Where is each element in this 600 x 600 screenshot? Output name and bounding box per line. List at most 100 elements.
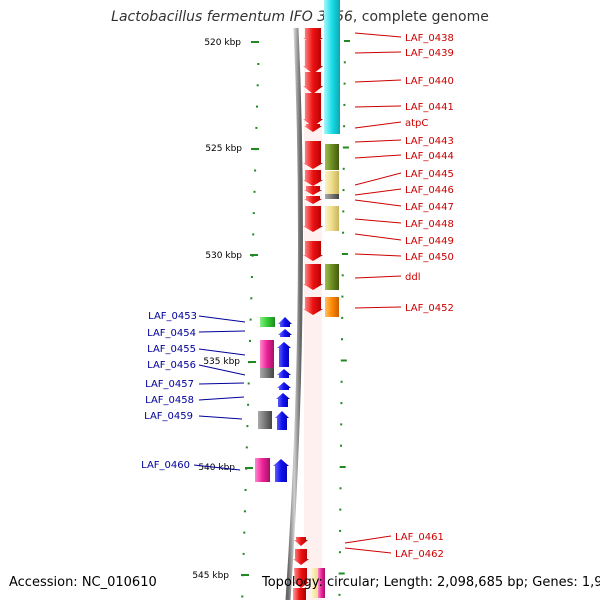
gene-label[interactable]: ddl — [405, 272, 420, 283]
scale-tick-minor — [339, 487, 342, 490]
scale-label-525: 525 kbp — [205, 144, 242, 154]
scale-tick-major — [248, 361, 256, 363]
gene-label[interactable]: LAF_0454 — [147, 328, 196, 339]
cds-arrow-laf-0443[interactable] — [303, 141, 323, 169]
cds-arrow-laf-0459[interactable] — [275, 411, 289, 430]
topology-label: Topology: circular; Length: 2,098,685 bp… — [262, 575, 600, 590]
cog-reverse-track — [255, 317, 275, 482]
scale-tick-minor — [339, 508, 342, 511]
gene-label[interactable]: LAF_0460 — [141, 460, 190, 471]
cds-arrow-laf-0439[interactable] — [303, 40, 323, 74]
cds-arrow-ddl[interactable] — [303, 264, 323, 290]
scale-tick-minor — [340, 359, 347, 362]
cds-arrow-laf-0446[interactable] — [304, 196, 322, 204]
cds-arrow-laf-0444[interactable] — [303, 170, 323, 186]
gene-label[interactable]: LAF_0456 — [147, 360, 196, 371]
scale-tick-minor — [341, 316, 344, 319]
cds-arrow-bottom-2[interactable] — [293, 588, 306, 600]
cds-arrow-laf-0461[interactable] — [294, 537, 308, 546]
scale-tick-minor — [341, 295, 344, 298]
cog-block-olive-2 — [325, 264, 339, 290]
cds-arrow-laf-0445[interactable] — [304, 186, 322, 195]
gene-label[interactable]: LAF_0457 — [145, 379, 194, 390]
cds-arrow-bottom-1[interactable] — [293, 568, 309, 588]
scale-tick-minor — [243, 531, 246, 534]
scale-tick-minor — [241, 595, 244, 598]
scale-tick-minor — [339, 529, 342, 532]
cog-block-khaki-1 — [325, 171, 339, 194]
scale-label-535: 535 kbp — [203, 357, 240, 367]
scale-tick-minor — [257, 63, 260, 65]
genome-backbone — [285, 27, 303, 600]
gene-label[interactable]: LAF_0455 — [147, 344, 196, 355]
gene-label[interactable]: LAF_0450 — [405, 252, 454, 263]
scale-tick-minor — [251, 254, 254, 257]
cds-arrow-laf-0462[interactable] — [293, 549, 309, 565]
scale-tick-major — [251, 41, 259, 43]
scale-label-530: 530 kbp — [205, 251, 242, 261]
cds-arrow-laf-0455[interactable] — [277, 342, 291, 367]
right-gene-labels: LAF_0438 LAF_0439 LAF_0440 LAF_0441 atpC… — [395, 33, 454, 560]
cds-arrow-laf-0440[interactable] — [303, 72, 323, 94]
gene-label[interactable]: LAF_0452 — [405, 303, 454, 314]
scale-tick-minor — [253, 190, 256, 193]
cds-arrow-atpc[interactable] — [304, 124, 322, 132]
cog-block-magenta-3 — [318, 568, 325, 598]
cog-block-cyan — [324, 0, 340, 134]
gene-label[interactable]: LAF_0448 — [405, 219, 454, 230]
scale-tick-minor — [256, 84, 259, 87]
left-label-connectors — [193, 315, 246, 471]
gene-label[interactable]: LAF_0446 — [405, 185, 454, 196]
cds-arrow-laf-0460[interactable] — [273, 459, 289, 482]
gene-label[interactable]: LAF_0445 — [405, 169, 454, 180]
gene-label[interactable]: LAF_0453 — [148, 311, 197, 322]
scale-tick-minor — [340, 444, 342, 447]
gene-label[interactable]: LAF_0440 — [405, 76, 454, 87]
scale-tick-minor — [342, 189, 345, 192]
gene-label[interactable]: atpC — [405, 118, 428, 129]
scale-tick-minor — [250, 276, 253, 278]
cds-arrow-laf-0457[interactable] — [277, 382, 291, 390]
cds-arrow-laf-0452[interactable] — [303, 297, 323, 315]
gene-label[interactable]: LAF_0462 — [395, 549, 444, 560]
cds-arrow-laf-0441[interactable] — [303, 93, 323, 127]
cds-arrow-laf-0456[interactable] — [277, 369, 291, 378]
scale-tick-minor — [340, 423, 343, 426]
gene-label[interactable]: LAF_0459 — [144, 411, 193, 422]
scale-tick-minor — [338, 551, 341, 554]
cog-block-green — [260, 317, 275, 327]
cog-block-olive-1 — [325, 144, 339, 170]
gene-label[interactable]: LAF_0443 — [405, 136, 454, 147]
cds-arrow-laf-0453[interactable] — [278, 317, 292, 327]
scale-tick-minor — [245, 467, 248, 470]
scale-tick-minor — [247, 382, 250, 385]
cds-reverse-track — [273, 317, 292, 482]
cds-arrow-laf-0458[interactable] — [276, 393, 290, 407]
cog-block-khaki-2 — [325, 206, 339, 231]
scale-tick-minor — [245, 446, 248, 449]
cds-arrow-laf-0449[interactable] — [303, 241, 323, 261]
scale-tick-minor — [341, 338, 343, 341]
scale-tick-minor — [256, 105, 258, 108]
scale-tick-minor — [254, 169, 257, 172]
scale-tick-minor — [340, 380, 343, 383]
gene-label[interactable]: LAF_0447 — [405, 202, 454, 213]
gene-label[interactable]: LAF_0461 — [395, 532, 444, 543]
cog-block-gray-1 — [325, 194, 339, 199]
gene-label[interactable]: LAF_0449 — [405, 236, 454, 247]
scale-tick-minor — [339, 466, 346, 468]
cog-block-gray-3 — [258, 411, 272, 429]
scale-tick-minor — [338, 572, 345, 575]
gene-label[interactable]: LAF_0444 — [405, 151, 454, 162]
cds-arrow-laf-0447[interactable] — [303, 206, 323, 232]
scale-ticks — [241, 40, 350, 598]
gene-label[interactable]: LAF_0438 — [405, 33, 454, 44]
scale-tick-minor — [249, 318, 252, 321]
cds-arrow-laf-0454[interactable] — [278, 329, 292, 337]
gene-label[interactable]: LAF_0439 — [405, 48, 454, 59]
scale-tick-minor — [243, 510, 246, 513]
gene-label[interactable]: LAF_0441 — [405, 102, 454, 113]
gene-label[interactable]: LAF_0458 — [145, 395, 194, 406]
scale-tick-minor — [252, 212, 255, 215]
